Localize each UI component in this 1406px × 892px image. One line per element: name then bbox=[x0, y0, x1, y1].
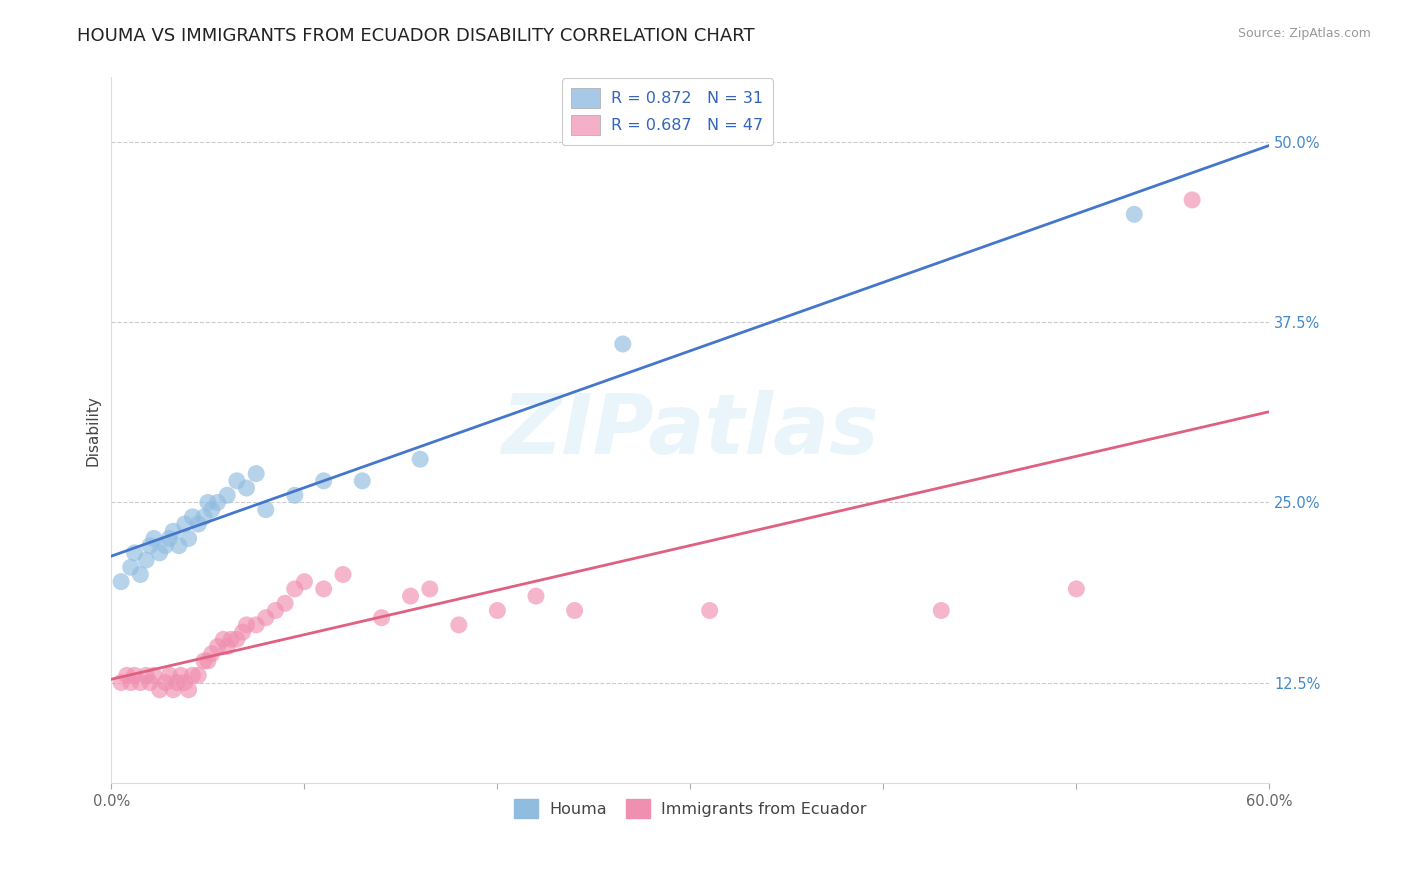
Point bbox=[139, 675, 162, 690]
Y-axis label: Disability: Disability bbox=[86, 395, 100, 466]
Point bbox=[124, 546, 146, 560]
Point bbox=[201, 502, 224, 516]
Point bbox=[352, 474, 374, 488]
Point bbox=[115, 668, 138, 682]
Point bbox=[254, 502, 277, 516]
Point bbox=[294, 574, 316, 589]
Point bbox=[245, 467, 267, 481]
Point bbox=[149, 682, 172, 697]
Point bbox=[129, 567, 152, 582]
Point bbox=[149, 546, 172, 560]
Point bbox=[124, 668, 146, 682]
Point bbox=[370, 610, 392, 624]
Point bbox=[284, 582, 307, 596]
Point bbox=[139, 539, 162, 553]
Text: Source: ZipAtlas.com: Source: ZipAtlas.com bbox=[1237, 27, 1371, 40]
Point bbox=[399, 589, 422, 603]
Point bbox=[170, 668, 193, 682]
Point bbox=[197, 654, 219, 668]
Point bbox=[235, 618, 257, 632]
Point bbox=[181, 509, 204, 524]
Point bbox=[157, 668, 180, 682]
Point bbox=[564, 603, 586, 617]
Point bbox=[135, 553, 157, 567]
Point bbox=[217, 488, 239, 502]
Text: ZIPatlas: ZIPatlas bbox=[502, 390, 879, 471]
Point bbox=[120, 675, 142, 690]
Point bbox=[201, 647, 224, 661]
Point bbox=[162, 524, 184, 539]
Point bbox=[166, 675, 188, 690]
Point bbox=[1123, 207, 1146, 221]
Point bbox=[110, 574, 132, 589]
Point bbox=[235, 481, 257, 495]
Point bbox=[142, 532, 165, 546]
Point bbox=[120, 560, 142, 574]
Point bbox=[225, 474, 247, 488]
Point bbox=[187, 668, 209, 682]
Point bbox=[217, 640, 239, 654]
Point bbox=[409, 452, 432, 467]
Point bbox=[612, 337, 634, 351]
Point bbox=[929, 603, 952, 617]
Point bbox=[110, 675, 132, 690]
Point bbox=[419, 582, 441, 596]
Point bbox=[187, 517, 209, 532]
Point bbox=[245, 618, 267, 632]
Point bbox=[155, 675, 177, 690]
Point bbox=[155, 539, 177, 553]
Point bbox=[486, 603, 509, 617]
Point bbox=[173, 675, 195, 690]
Point bbox=[254, 610, 277, 624]
Point bbox=[167, 539, 190, 553]
Point bbox=[284, 488, 307, 502]
Text: HOUMA VS IMMIGRANTS FROM ECUADOR DISABILITY CORRELATION CHART: HOUMA VS IMMIGRANTS FROM ECUADOR DISABIL… bbox=[77, 27, 755, 45]
Point bbox=[142, 668, 165, 682]
Point bbox=[173, 517, 195, 532]
Point bbox=[312, 474, 335, 488]
Legend: Houma, Immigrants from Ecuador: Houma, Immigrants from Ecuador bbox=[508, 793, 873, 825]
Point bbox=[162, 682, 184, 697]
Point bbox=[524, 589, 547, 603]
Point bbox=[177, 532, 200, 546]
Point bbox=[197, 495, 219, 509]
Point bbox=[699, 603, 721, 617]
Point bbox=[135, 668, 157, 682]
Point bbox=[312, 582, 335, 596]
Point bbox=[264, 603, 287, 617]
Point bbox=[274, 596, 297, 610]
Point bbox=[225, 632, 247, 647]
Point bbox=[219, 632, 242, 647]
Point bbox=[332, 567, 354, 582]
Point bbox=[447, 618, 470, 632]
Point bbox=[207, 495, 229, 509]
Point bbox=[181, 668, 204, 682]
Point bbox=[207, 640, 229, 654]
Point bbox=[232, 625, 254, 640]
Point bbox=[193, 509, 215, 524]
Point bbox=[193, 654, 215, 668]
Point bbox=[157, 532, 180, 546]
Point bbox=[129, 675, 152, 690]
Point bbox=[1181, 193, 1204, 207]
Point bbox=[1066, 582, 1088, 596]
Point bbox=[212, 632, 235, 647]
Point bbox=[177, 682, 200, 697]
